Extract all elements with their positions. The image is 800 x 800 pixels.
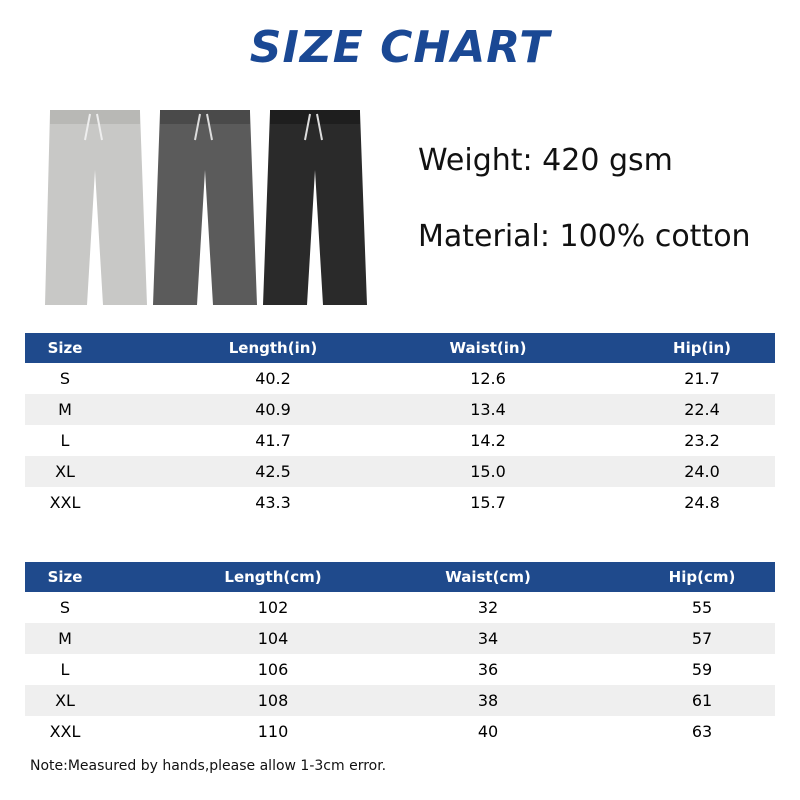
table-cell: 108 [257, 691, 289, 710]
table-cell: 104 [257, 629, 289, 648]
table-row: XXL 43.3 15.7 24.8 [25, 487, 775, 518]
table-cell: S [59, 598, 71, 617]
header-cell: Length(in) [228, 339, 318, 357]
table-cell: 32 [477, 598, 499, 617]
table-cell: 61 [691, 691, 713, 710]
table-cell: 15.7 [470, 493, 506, 512]
table-row: S 102 32 55 [25, 592, 775, 623]
table-cell: L [60, 660, 70, 679]
table-cell: 57 [691, 629, 713, 648]
table-cell: 21.7 [684, 369, 720, 388]
table-cell: 38 [477, 691, 499, 710]
table-cell: M [58, 400, 72, 419]
header-cell: Hip(in) [673, 339, 731, 357]
table-cell: XXL [49, 493, 81, 512]
table-cell: 55 [691, 598, 713, 617]
header-cell: Length(cm) [224, 568, 322, 586]
table-row: M 104 34 57 [25, 623, 775, 654]
note: Note:Measured by hands,please allow 1-3c… [30, 758, 387, 774]
size-table-cm: Size Length(cm) Waist(cm) Hip(cm) S 102 32 55 M 1… [25, 562, 775, 747]
table-cell: 41.7 [255, 431, 291, 450]
table-cell: XL [55, 462, 75, 481]
table-cell: 106 [257, 660, 289, 679]
table-row: XXL 110 40 63 [25, 716, 775, 747]
table-row: L 41.7 14.2 23.2 [25, 425, 775, 456]
table-cell: 15.0 [470, 462, 506, 481]
table-cell: 14.2 [470, 431, 506, 450]
pants-light [45, 110, 147, 305]
table-cell: 13.4 [470, 400, 506, 419]
table-cell: 102 [257, 598, 289, 617]
table-row: L 106 36 59 [25, 654, 775, 685]
material: Material: 100% cotton [418, 219, 751, 254]
table-cell: 110 [257, 722, 289, 741]
size-table-in: Size Length(in) Waist(in) Hip(in) S 40.2 12.6 2… [25, 333, 775, 518]
pants-grey [153, 110, 257, 305]
table-cell: L [60, 431, 70, 450]
header-row: Size Length(cm) Waist(cm) Hip(cm) [25, 562, 775, 592]
table-row: XL 42.5 15.0 24.0 [25, 456, 775, 487]
table-cell: M [58, 629, 72, 648]
header-cell: Waist(in) [449, 339, 527, 357]
table-cell: 36 [477, 660, 499, 679]
product-image [45, 110, 367, 305]
header-cell: Hip(cm) [668, 568, 736, 586]
pants-black [263, 110, 367, 305]
weight: Weight: 420 gsm [418, 143, 673, 178]
table-cell: 40.2 [255, 369, 291, 388]
table-row: M 40.9 13.4 22.4 [25, 394, 775, 425]
table-cell: 40.9 [255, 400, 291, 419]
table-cell: XXL [49, 722, 81, 741]
header-cell: Size [47, 568, 83, 586]
header-cell: Waist(cm) [445, 568, 531, 586]
table-row: S 40.2 12.6 21.7 [25, 363, 775, 394]
table-cell: 23.2 [684, 431, 720, 450]
table-cell: 24.8 [684, 493, 720, 512]
table-cell: 22.4 [684, 400, 720, 419]
title: SIZE CHART [249, 22, 551, 73]
header-row: Size Length(in) Waist(in) Hip(in) [25, 333, 775, 363]
table-row: XL 108 38 61 [25, 685, 775, 716]
table-cell: 12.6 [470, 369, 506, 388]
table-cell: 43.3 [255, 493, 291, 512]
table-cell: XL [55, 691, 75, 710]
header-cell: Size [47, 339, 83, 357]
table-cell: 34 [477, 629, 499, 648]
table-cell: 59 [691, 660, 713, 679]
table-cell: 42.5 [255, 462, 291, 481]
table-cell: S [59, 369, 71, 388]
table-cell: 24.0 [684, 462, 720, 481]
table-cell: 63 [691, 722, 713, 741]
table-cell: 40 [477, 722, 499, 741]
